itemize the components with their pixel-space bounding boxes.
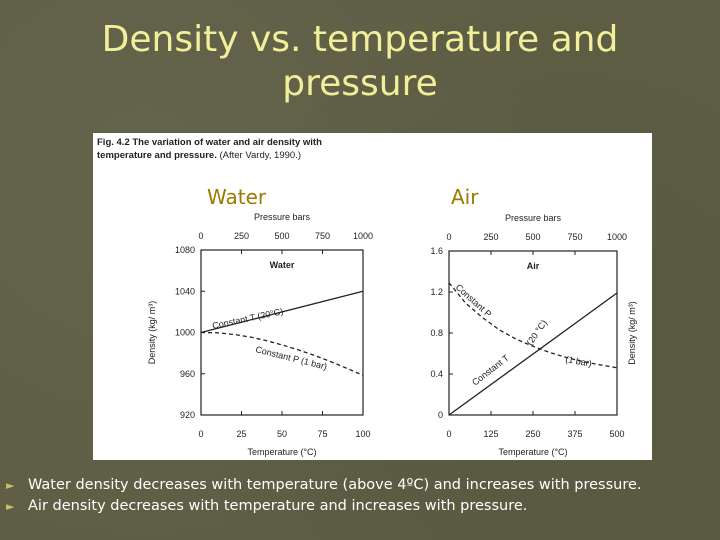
water-x-tick-label: 75 xyxy=(317,429,327,439)
water-panel-label: Water xyxy=(207,185,267,209)
water-top-tick-label: 250 xyxy=(234,231,249,241)
water-y-tick-label: 920 xyxy=(180,410,195,420)
water-y-tick-label: 1040 xyxy=(175,286,195,296)
air-x-tick-label: 250 xyxy=(525,429,540,439)
caption-title-part2: temperature and pressure. xyxy=(97,150,217,161)
air-x-tick-label: 375 xyxy=(567,429,582,439)
air-top-tick-label: 250 xyxy=(483,232,498,242)
caption-figure-number: Fig. 4.2 xyxy=(97,137,130,148)
air-y-tick-label: 1.6 xyxy=(430,246,443,256)
slide-title: Density vs. temperature and pressure xyxy=(60,18,660,106)
water-plot-frame xyxy=(200,249,364,416)
water-top-axis-label: Pressure bars xyxy=(254,212,311,222)
air-constant-t-line xyxy=(448,292,618,416)
air-y-tick-label: 0.4 xyxy=(430,369,443,379)
water-top-tick-label: 500 xyxy=(274,231,289,241)
air-y-tick-label: 0 xyxy=(438,410,443,420)
bullet-text-water: Water density decreases with temperature… xyxy=(28,477,642,493)
water-y-tick-label: 1000 xyxy=(175,328,195,338)
air-x-axis-label: Temperature (°C) xyxy=(498,447,567,457)
figure-caption: Fig. 4.2 The variation of water and air … xyxy=(97,136,397,162)
air-top-tick-label: 1000 xyxy=(607,232,627,242)
air-top-axis-label: Pressure bars xyxy=(505,213,562,223)
caption-source: (After Vardy, 1990.) xyxy=(219,150,302,161)
water-top-tick-label: 750 xyxy=(315,231,330,241)
air-y-axis-label: Density (kg/ m³) xyxy=(627,301,637,365)
water-y-tick-label: 960 xyxy=(180,369,195,379)
water-x-tick-label: 25 xyxy=(236,429,246,439)
water-constant-t-label: Constant T (20°C) xyxy=(211,306,284,331)
air-x-tick-label: 125 xyxy=(483,429,498,439)
air-constant-t-condition-label: (20 °C) xyxy=(524,318,549,347)
air-constant-t-label: Constant T xyxy=(470,352,511,387)
figure-image: Fig. 4.2 The variation of water and air … xyxy=(93,133,652,460)
air-plot-title: Air xyxy=(527,261,540,271)
water-plot-title: Water xyxy=(270,260,295,270)
bullet-item-water: ► Water density decreases with temperatur… xyxy=(6,475,718,496)
water-top-tick-label: 1000 xyxy=(353,231,373,241)
bullet-list: ► Water density decreases with temperatur… xyxy=(6,475,718,517)
air-constant-p-line xyxy=(448,282,618,369)
water-x-tick-label: 50 xyxy=(277,429,287,439)
slide-title-line2: pressure xyxy=(282,63,438,104)
water-x-tick-label: 100 xyxy=(355,429,370,439)
air-y-tick-label: 0.8 xyxy=(430,328,443,338)
air-y-tick-label: 1.2 xyxy=(430,287,443,297)
bullet-text-air: Air density decreases with temperature a… xyxy=(28,498,528,514)
bullet-arrow-icon: ► xyxy=(6,500,15,513)
air-x-tick-label: 500 xyxy=(609,429,624,439)
air-top-tick-label: 500 xyxy=(525,232,540,242)
air-top-tick-label: 750 xyxy=(567,232,582,242)
bullet-item-air: ► Air density decreases with temperature … xyxy=(6,496,718,517)
caption-title-part1: The variation of water and air density w… xyxy=(132,137,322,148)
air-x-tick-label: 0 xyxy=(446,429,451,439)
air-constant-p-label: Constant P xyxy=(454,282,494,319)
bullet-arrow-icon: ► xyxy=(6,479,15,492)
slide-title-line1: Density vs. temperature and xyxy=(101,19,619,60)
water-y-axis-label: Density (kg/ m³) xyxy=(147,301,157,365)
air-constant-p-condition-label: (1 bar) xyxy=(565,354,593,368)
air-panel-label: Air xyxy=(451,185,479,209)
water-top-tick-label: 0 xyxy=(198,231,203,241)
water-x-axis-label: Temperature (°C) xyxy=(247,447,316,457)
water-x-tick-label: 0 xyxy=(198,429,203,439)
air-top-tick-label: 0 xyxy=(446,232,451,242)
water-y-tick-label: 1080 xyxy=(175,245,195,255)
water-constant-t-line xyxy=(200,290,364,334)
